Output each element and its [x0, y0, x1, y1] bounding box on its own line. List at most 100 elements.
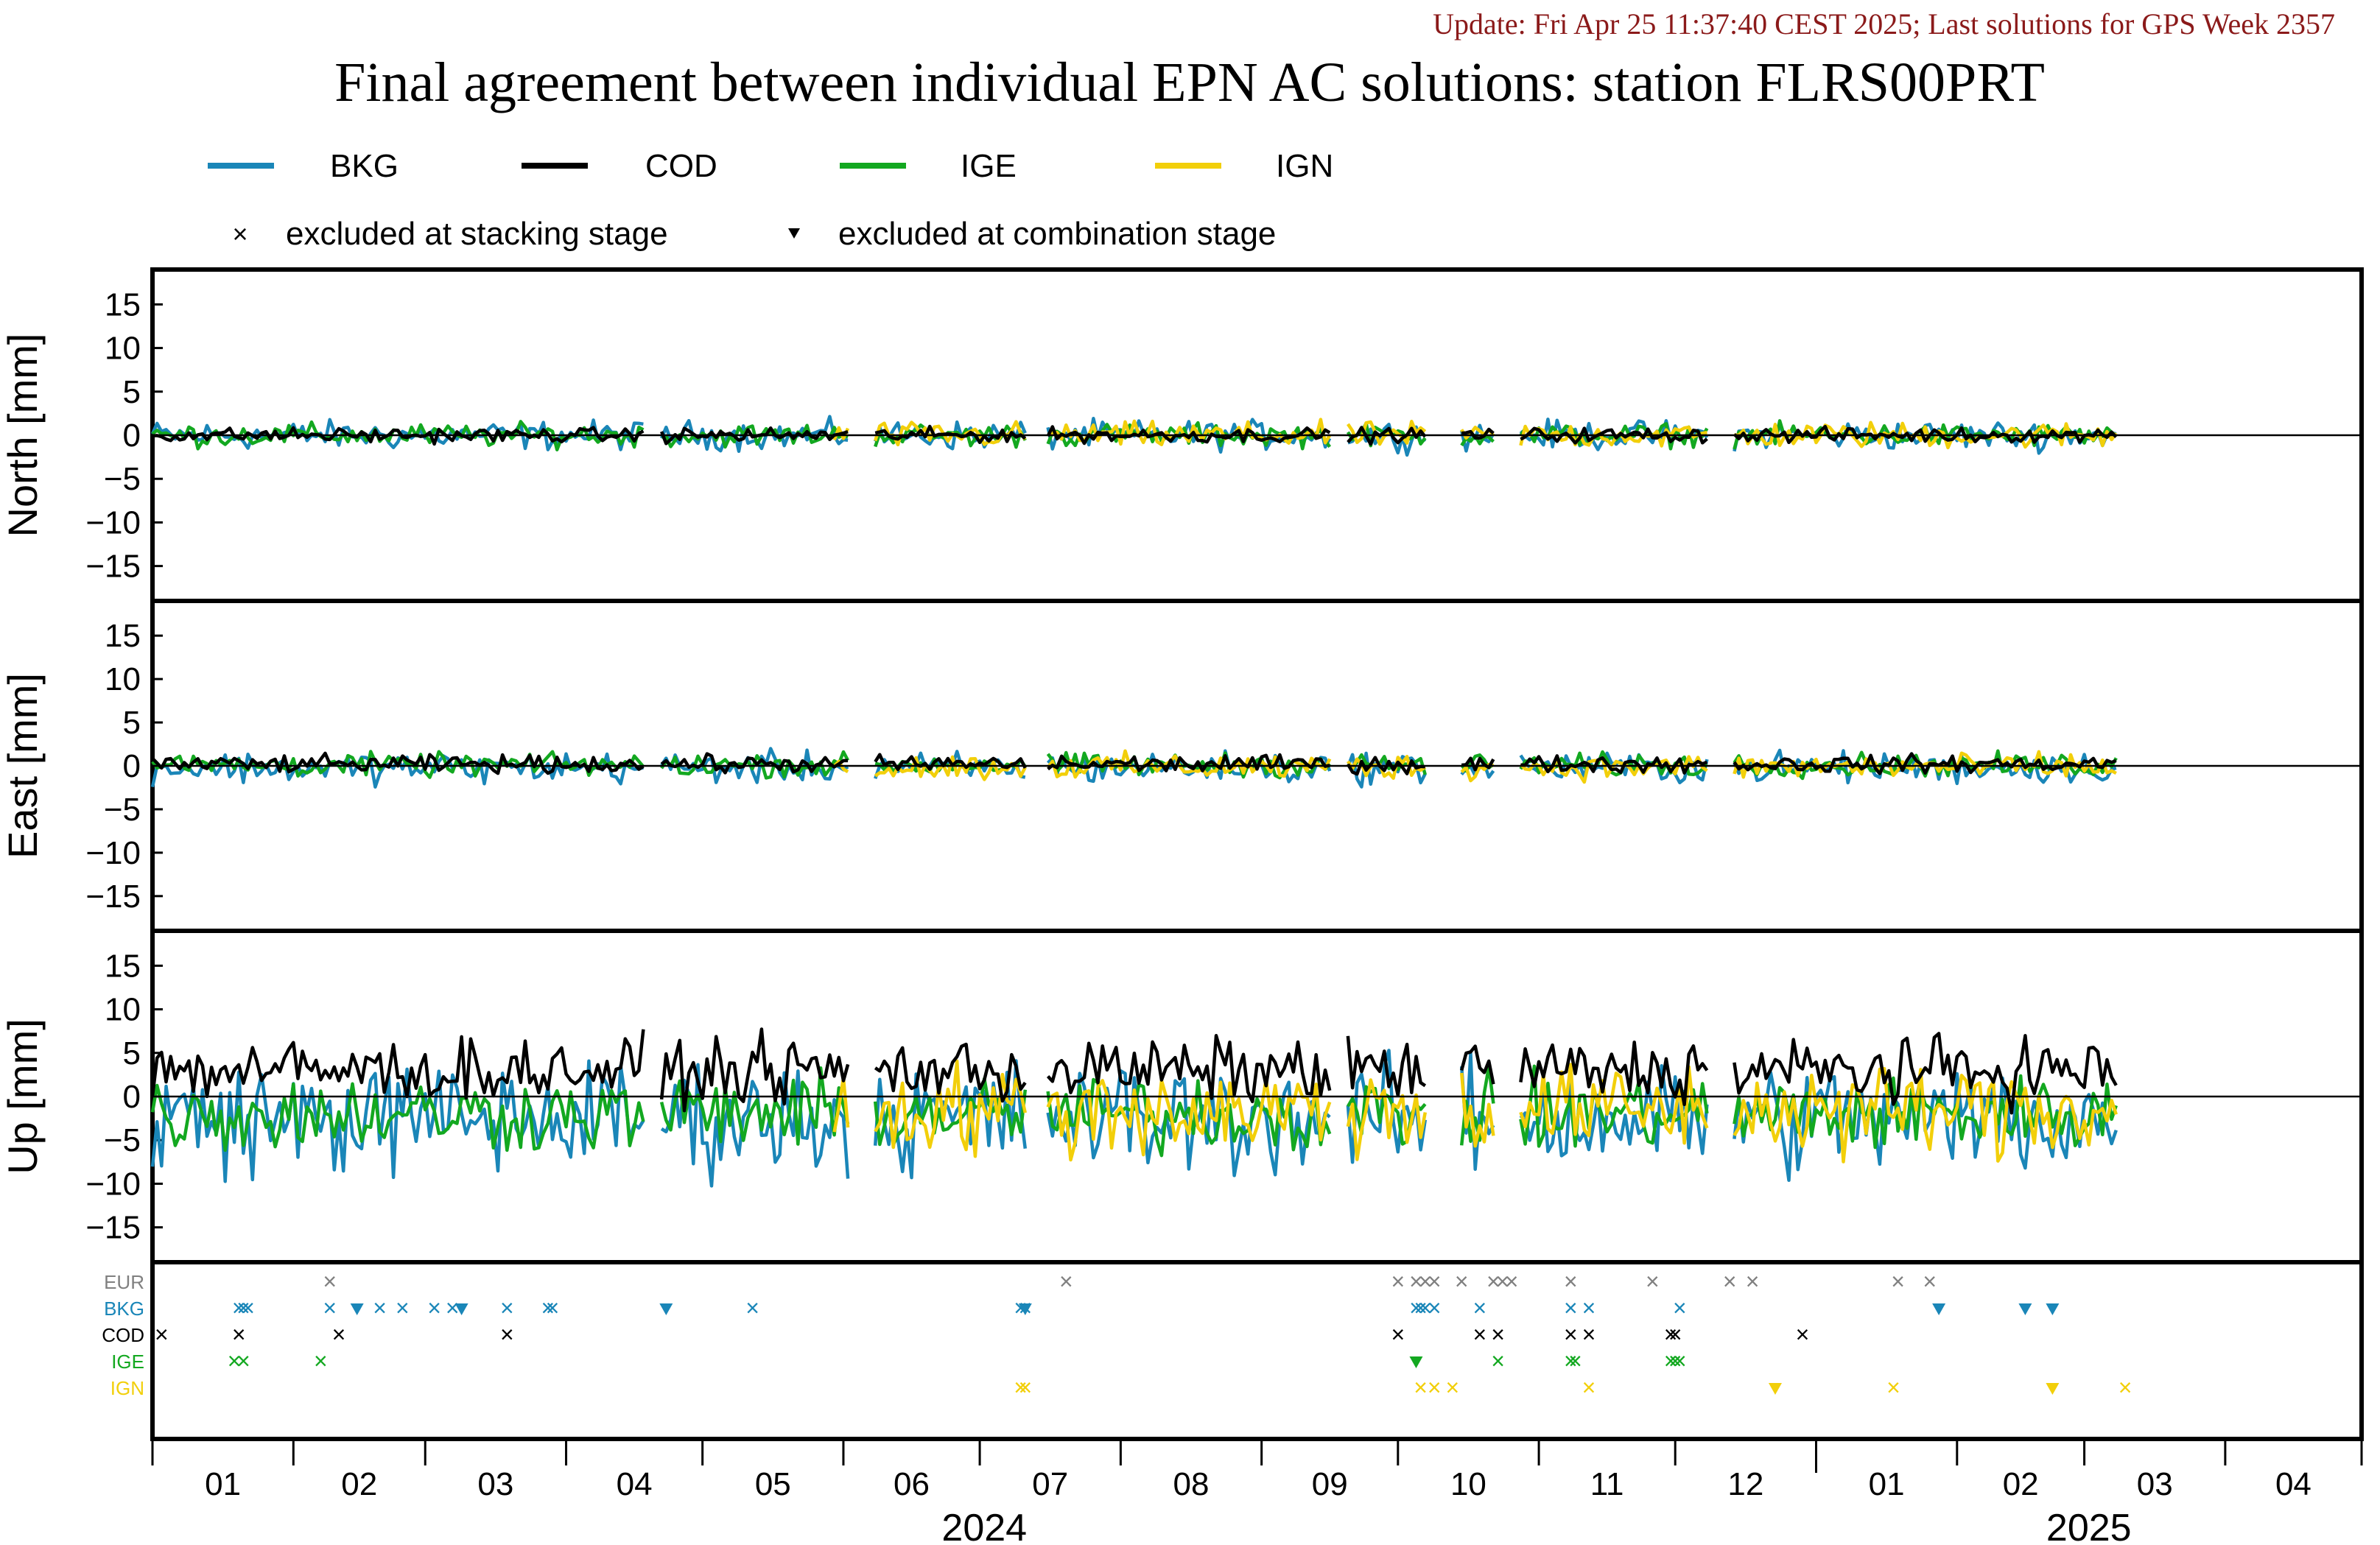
exclusion-cross-marker: ×	[1664, 1348, 1678, 1374]
exclusion-cross-marker: ×	[1428, 1295, 1442, 1321]
east-series-cod	[1733, 752, 2117, 775]
legend-combination-label: excluded at combination stage	[838, 216, 1276, 252]
exclusion-cross-marker: ×	[1014, 1295, 1028, 1321]
up-series-bkg	[1046, 1069, 1331, 1178]
exclusion-cross-marker: ×	[1391, 1268, 1405, 1295]
exclusion-cross-marker: ×	[236, 1295, 250, 1321]
month-label: 11	[1590, 1466, 1624, 1502]
month-label: 03	[477, 1466, 513, 1502]
up-series-ign	[832, 1076, 850, 1133]
up-series-cod	[1346, 1035, 1427, 1097]
exclusion-cross-marker: ×	[1473, 1321, 1487, 1348]
up-series-ige	[150, 1082, 645, 1152]
exclusion-row-label-bkg: BKG	[104, 1298, 144, 1320]
exclusion-cross-marker: ×	[1409, 1295, 1423, 1321]
month-label: 12	[1727, 1466, 1763, 1502]
exclusion-row-label-eur: EUR	[104, 1271, 144, 1293]
north-ytick-label: −10	[85, 504, 141, 541]
exclusion-cross-marker: ×	[373, 1295, 387, 1321]
north-series-cod	[1046, 425, 1331, 446]
exclusion-triangle-marker	[1018, 1303, 1032, 1315]
north-ytick-label: −15	[85, 549, 141, 585]
exclusion-cross-marker: ×	[1014, 1374, 1028, 1401]
month-label: 04	[2275, 1466, 2311, 1502]
exclusion-cross-marker: ×	[1491, 1321, 1505, 1348]
exclusion-cross-marker: ×	[1018, 1374, 1032, 1401]
exclusion-cross-marker: ×	[314, 1348, 328, 1374]
exclusion-cross-marker: ×	[1673, 1348, 1687, 1374]
exclusion-triangle-marker	[350, 1303, 364, 1315]
exclusion-cross-marker: ×	[546, 1295, 560, 1321]
exclusion-cross-marker: ×	[1428, 1268, 1442, 1295]
up-ytick-label: −15	[85, 1210, 141, 1246]
month-label: 09	[1312, 1466, 1348, 1502]
up-series-cod	[659, 1027, 850, 1113]
month-label: 03	[2137, 1466, 2173, 1502]
exclusion-triangle-marker	[1932, 1303, 1946, 1315]
exclusion-cross-marker: ×	[1564, 1321, 1578, 1348]
month-label: 10	[1450, 1466, 1486, 1502]
east-ytick-label: 15	[105, 618, 141, 654]
exclusion-triangle-marker	[1409, 1356, 1423, 1368]
exclusion-triangle-marker	[2046, 1383, 2060, 1395]
exclusion-cross-marker: ×	[1428, 1374, 1442, 1401]
up-series-ign	[1519, 1063, 1709, 1145]
east-series-ign	[1046, 749, 1332, 779]
exclusion-cross-marker: ×	[332, 1321, 346, 1348]
east-series-cod	[1461, 756, 1495, 772]
month-label: 01	[1869, 1466, 1905, 1502]
year-label-2024: 2024	[941, 1507, 1027, 1545]
up-series-cod	[1733, 1032, 2118, 1115]
legend-label-cod: COD	[645, 148, 717, 184]
legend: BKG COD IGE IGN × excluded at stacking s…	[208, 148, 1333, 252]
exclusion-row-label-ige: IGE	[111, 1351, 144, 1373]
exclusion-cross-marker: ×	[241, 1295, 255, 1321]
exclusion-cross-marker: ×	[1668, 1348, 1682, 1374]
chart-title: Final agreement between individual EPN A…	[334, 52, 2045, 113]
exclusion-cross-marker: ×	[1486, 1268, 1500, 1295]
north-series-ign	[1734, 420, 2118, 450]
east-ytick-label: 5	[123, 705, 141, 741]
exclusion-cross-marker: ×	[1564, 1348, 1578, 1374]
exclusion-cross-marker: ×	[1418, 1268, 1432, 1295]
exclusion-triangle-marker	[454, 1303, 468, 1315]
north-series-cod	[1347, 426, 1427, 446]
exclusion-cross-marker: ×	[1582, 1295, 1596, 1321]
month-label: 01	[205, 1466, 241, 1502]
up-series-bkg	[873, 1059, 1028, 1180]
up-series-bkg	[150, 1059, 645, 1183]
exclusion-cross-marker: ×	[1582, 1374, 1596, 1401]
exclusion-cross-marker: ×	[1582, 1321, 1596, 1348]
up-ytick-label: 5	[123, 1035, 141, 1071]
month-label: 02	[2003, 1466, 2039, 1502]
north-series-cod	[874, 424, 1027, 445]
exclusion-cross-marker: ×	[541, 1295, 555, 1321]
north-ytick-label: −5	[104, 461, 141, 497]
exclusion-triangle-marker	[2046, 1303, 2060, 1315]
exclusion-cross-marker: ×	[232, 1295, 246, 1321]
month-label: 08	[1173, 1466, 1210, 1502]
east-series-cod	[1520, 754, 1708, 775]
east-ytick-label: 10	[105, 661, 141, 697]
up-series-ige	[659, 1066, 850, 1146]
east-ytick-label: −10	[85, 835, 141, 871]
month-label: 02	[341, 1466, 377, 1502]
north-series-bkg	[150, 418, 644, 451]
exclusion-cross-marker: ×	[1491, 1348, 1505, 1374]
exclusion-cross-marker: ×	[745, 1295, 759, 1321]
north-series-cod	[659, 426, 849, 446]
north-ytick-label: 15	[105, 286, 141, 323]
exclusion-cross-marker: ×	[1796, 1321, 1810, 1348]
up-ytick-label: 10	[105, 992, 141, 1028]
north-series-cod	[1461, 427, 1495, 440]
up-series-cod	[1519, 1040, 1709, 1107]
exclusion-cross-marker: ×	[1495, 1268, 1509, 1295]
update-line: Update: Fri Apr 25 11:37:40 CEST 2025; L…	[1433, 7, 2335, 41]
exclusion-cross-marker: ×	[232, 1321, 246, 1348]
exclusion-cross-marker: ×	[1409, 1268, 1423, 1295]
exclusion-cross-marker: ×	[1668, 1321, 1682, 1348]
exclusion-cross-marker: ×	[2119, 1374, 2132, 1401]
up-series-cod	[874, 1042, 1027, 1103]
up-series-ige	[1519, 1064, 1709, 1148]
